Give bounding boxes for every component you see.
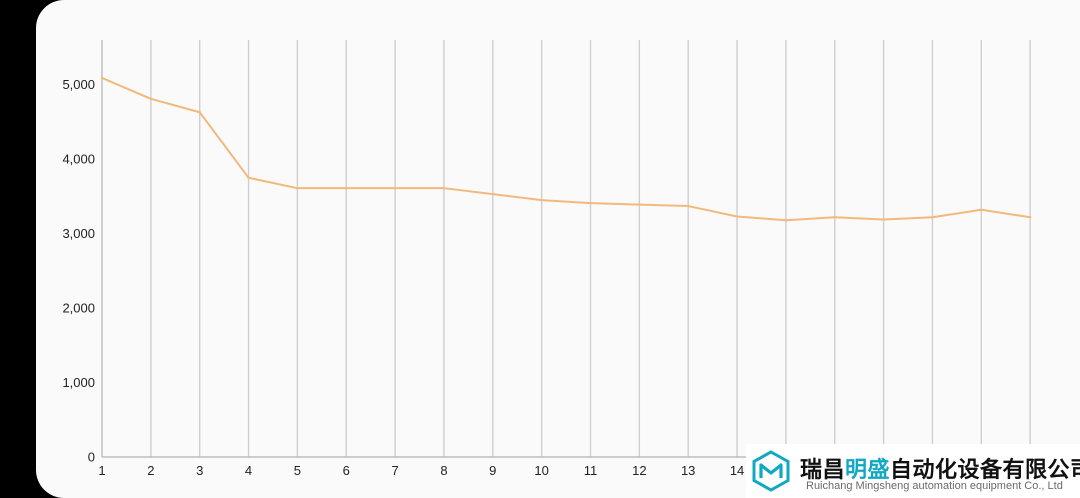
grid-layer (101, 40, 1031, 457)
company-name-highlight: 明盛 (845, 457, 891, 482)
data-point (149, 97, 153, 101)
x-tick-label: 12 (632, 463, 646, 478)
company-name-suffix: 自动化设备有限公司 (890, 457, 1080, 482)
company-name-en: Ruichang Mingsheng automation equipment … (806, 480, 1063, 492)
x-tick-label: 14 (730, 463, 744, 478)
data-point (540, 198, 543, 202)
company-logo-icon (752, 450, 790, 492)
data-point (882, 218, 885, 221)
data-point (345, 186, 348, 190)
data-point (931, 216, 934, 219)
x-tick-label: 3 (196, 463, 203, 478)
x-tick-label: 4 (245, 463, 252, 478)
y-tick-label: 1,000 (62, 375, 95, 390)
x-tick-label: 1 (98, 463, 105, 478)
y-tick-label: 0 (88, 450, 95, 465)
x-tick-label: 10 (534, 463, 548, 478)
watermark: 瑞昌明盛自动化设备有限公司 Ruichang Mingsheng automat… (746, 444, 1080, 498)
data-point (1028, 216, 1032, 219)
company-name-prefix: 瑞昌 (800, 457, 846, 482)
chart-card: 0 1,000 2,000 3,000 4,000 5,000 1 2 3 4 5 6 7 8 9 10 11 1… (36, 0, 1080, 498)
data-point (296, 186, 299, 190)
x-tick-label: 8 (440, 463, 447, 478)
y-tick-label: 4,000 (62, 152, 95, 167)
data-point (687, 204, 690, 208)
data-point (442, 186, 446, 190)
company-name-cn: 瑞昌明盛自动化设备有限公司 (800, 452, 1080, 484)
data-point (833, 216, 836, 219)
x-tick-label: 13 (681, 463, 695, 478)
y-tick-label: 3,000 (62, 226, 95, 241)
data-point (980, 208, 983, 211)
x-tick-label: 5 (294, 463, 301, 478)
data-point (735, 215, 739, 218)
y-tick-label: 5,000 (62, 77, 95, 92)
data-point (393, 186, 397, 190)
data-point (491, 192, 494, 196)
data-point (784, 219, 788, 222)
data-point (638, 203, 641, 206)
data-point (589, 201, 592, 205)
data-point (247, 176, 250, 179)
x-tick-label: 11 (584, 463, 598, 478)
x-tick-label: 6 (343, 463, 350, 478)
data-point (198, 111, 201, 114)
line-layer (100, 76, 1032, 222)
y-tick-label: 2,000 (62, 301, 95, 316)
x-tick-label: 7 (391, 463, 398, 478)
series-line (101, 77, 1031, 222)
data-point (100, 76, 104, 80)
x-tick-label: 2 (147, 463, 154, 478)
x-tick-label: 9 (489, 463, 496, 478)
